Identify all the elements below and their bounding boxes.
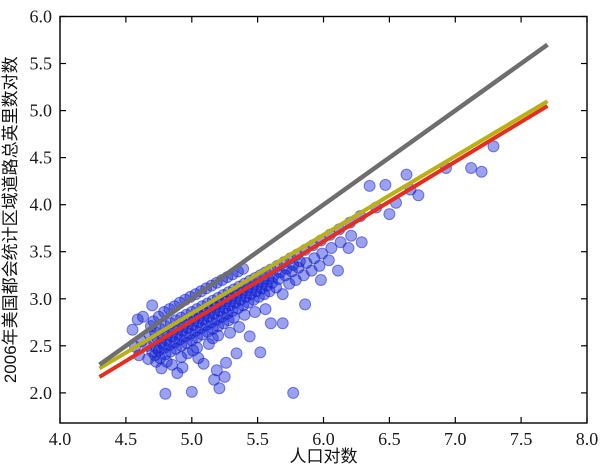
scatter-point: [146, 299, 159, 312]
scatter-point: [287, 386, 300, 399]
scatter-point: [263, 285, 276, 298]
y-tick-label: 5.5: [30, 54, 53, 74]
x-tick-label: 5.0: [181, 429, 204, 449]
y-tick-label: 3.5: [30, 242, 53, 262]
scatter-point: [249, 306, 261, 318]
x-tick-label: 5.5: [246, 429, 269, 449]
x-tick-label: 8.0: [576, 429, 599, 449]
yellow-fit-line: [98, 99, 549, 371]
x-axis-label: 人口对数: [290, 447, 358, 466]
scatter-point: [243, 330, 256, 343]
x-tick-label: 4.5: [115, 429, 138, 449]
y-tick-label: 4.0: [30, 195, 53, 215]
scatter-point: [176, 361, 189, 374]
scatter-point: [233, 321, 246, 333]
scatter-point: [383, 208, 396, 221]
scatter-point: [126, 323, 139, 336]
x-tick-label: 7.5: [510, 429, 533, 449]
scatter-point: [238, 308, 251, 321]
scatter-point: [212, 329, 225, 342]
scatter-point: [322, 254, 335, 267]
scatter-point: [400, 168, 413, 181]
scatter-point: [325, 242, 338, 254]
scatter-point: [379, 178, 392, 191]
x-tick-label: 4.0: [49, 429, 72, 449]
scatter-point: [299, 298, 312, 311]
scatter-point: [191, 341, 203, 354]
fit-lines-layer: [98, 42, 549, 379]
y-tick-label: 2.0: [30, 383, 53, 403]
x-tick-label: 7.0: [444, 429, 467, 449]
scatter-point: [137, 310, 149, 323]
scatter-point: [355, 236, 368, 249]
y-tick-label: 5.0: [30, 101, 53, 121]
scatter-point: [264, 317, 277, 330]
scatter-point: [197, 357, 210, 370]
scatter-point: [210, 364, 223, 377]
scatter-point: [412, 189, 425, 202]
scatter-point: [283, 277, 296, 290]
scatter-point: [159, 387, 172, 400]
scatter-point: [345, 229, 358, 242]
scatter-point: [220, 356, 232, 369]
scatter-point: [218, 370, 231, 383]
y-tick-label: 4.5: [30, 148, 53, 168]
scatter-point: [475, 165, 488, 178]
scatter-point: [259, 303, 272, 316]
y-tick-label: 3.0: [30, 289, 53, 309]
x-tick-label: 6.5: [378, 429, 401, 449]
tick-labels-layer: 4.0 4.5 5.0 5.5 6.0 6.5 7.0 7.5 8.0 2.0 2.5 3.0 3.5 4…: [30, 7, 599, 450]
scatter-point: [465, 162, 478, 174]
y-axis-label: 2006年美国都会统计区域道路总英里数对数: [1, 56, 20, 383]
scatter-point: [342, 242, 355, 254]
y-tick-label: 6.0: [30, 7, 53, 27]
scatter-point: [332, 264, 344, 277]
y-tick-label: 2.5: [30, 336, 53, 356]
scatter-point: [254, 346, 267, 359]
scatter-point: [230, 347, 243, 360]
scatter-point: [213, 382, 226, 395]
scatter-point: [185, 385, 198, 398]
scatter-point: [314, 274, 327, 286]
x-tick-label: 6.0: [312, 429, 335, 449]
red-fit-line: [98, 104, 549, 379]
scatter-point: [313, 259, 326, 272]
scatter-point: [175, 351, 188, 364]
tick-marks-layer: [59, 15, 588, 423]
scatter-point: [276, 288, 289, 301]
scatter-point: [276, 317, 289, 330]
scatter-point: [224, 326, 236, 339]
axes-background: [60, 16, 587, 423]
scatter-point: [363, 179, 376, 192]
gray-reference-line: [98, 42, 549, 367]
